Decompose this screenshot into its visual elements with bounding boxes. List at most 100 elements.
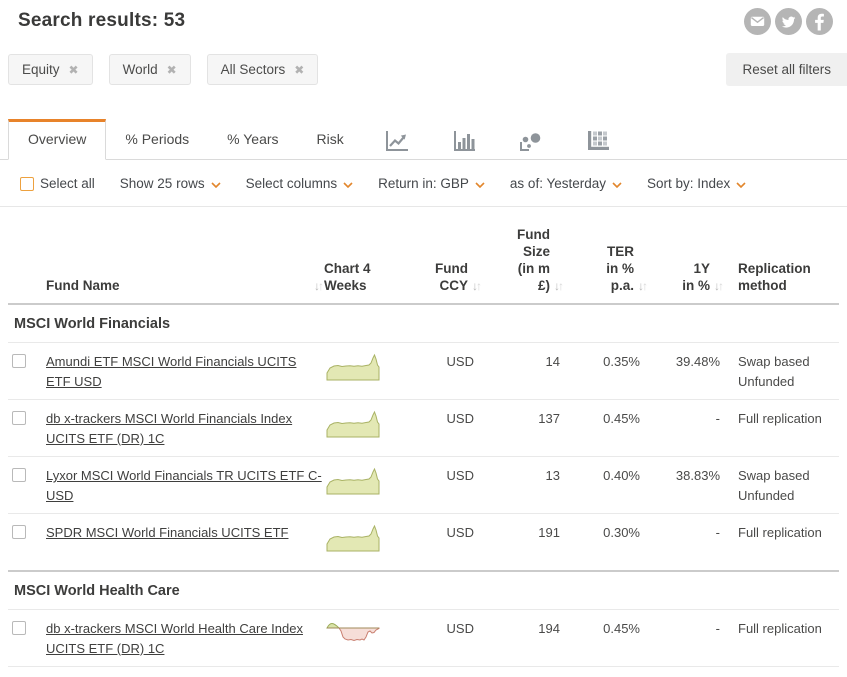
column-header-1y: 1Y in % ↓↑: [650, 260, 726, 294]
bar-chart-icon: [450, 129, 477, 153]
fund-ccy-value: USD: [446, 354, 474, 369]
column-header-replication: Replication method: [738, 261, 811, 293]
as-of-dropdown[interactable]: as of: Yesterday: [510, 176, 622, 191]
sparkline-chart: [326, 410, 382, 442]
remove-filter-icon[interactable]: ✖: [294, 62, 305, 77]
as-of-label: as of: Yesterday: [509, 176, 606, 191]
filter-chip-world[interactable]: World ✖: [108, 54, 191, 85]
tab-risk[interactable]: Risk: [316, 131, 344, 147]
one-year-return-value: -: [715, 525, 720, 540]
heatmap-grid-icon: [584, 129, 611, 153]
sort-icon[interactable]: ↓↑: [554, 279, 564, 293]
sort-icon[interactable]: ↓↑: [638, 279, 648, 293]
ter-value: 0.35%: [603, 354, 640, 369]
sort-icon[interactable]: ↓↑: [714, 279, 724, 293]
index-group-name: MSCI World Health Care: [14, 583, 180, 599]
column-header-ter: TER in % p.a. ↓↑: [566, 243, 650, 294]
chevron-down-icon: [475, 176, 485, 191]
show-rows-label: Show 25 rows: [119, 176, 205, 191]
twitter-icon[interactable]: [775, 8, 802, 35]
filter-chip-label: Equity: [22, 62, 60, 77]
return-in-dropdown[interactable]: Return in: GBP: [378, 176, 485, 191]
sparkline-chart: [326, 622, 382, 652]
row-checkbox[interactable]: [12, 354, 26, 368]
social-share-bar: [744, 8, 833, 35]
tab-overview[interactable]: Overview: [8, 119, 107, 160]
sort-icon[interactable]: ↓↑: [472, 279, 482, 293]
fund-name-link[interactable]: db x-trackers MSCI World Financials Inde…: [46, 411, 293, 446]
facebook-icon[interactable]: [806, 8, 833, 35]
sort-by-dropdown[interactable]: Sort by: Index: [647, 176, 746, 191]
table-header-row: Fund Name ↓↑ Chart 4 Weeks Fund CCY ↓↑ F…: [8, 207, 839, 303]
filter-chip-label: All Sectors: [220, 62, 286, 77]
reset-all-filters-button[interactable]: Reset all filters: [726, 53, 847, 86]
tab-heatmap-view[interactable]: [564, 121, 631, 159]
fund-ccy-value: USD: [446, 621, 474, 636]
column-header-fund-size: Fund Size (in m £) ↓↑: [484, 226, 566, 294]
fund-name-header-label: Fund Name: [46, 278, 120, 293]
filter-chip-all-sectors[interactable]: All Sectors ✖: [206, 54, 319, 85]
show-rows-dropdown[interactable]: Show 25 rows: [120, 176, 221, 191]
filter-chips: Equity ✖ World ✖ All Sectors ✖: [8, 54, 319, 85]
column-header-fund-name: Fund Name ↓↑: [34, 277, 324, 294]
row-checkbox[interactable]: [12, 621, 26, 635]
bubble-chart-icon: [517, 129, 544, 153]
results-table: Fund Name ↓↑ Chart 4 Weeks Fund CCY ↓↑ F…: [8, 207, 839, 667]
fund-row: db x-trackers MSCI World Financials Inde…: [8, 399, 839, 456]
row-checkbox[interactable]: [12, 525, 26, 539]
one-year-return-value: -: [715, 621, 720, 636]
fund-size-header-label: Fund Size (in m £): [517, 227, 550, 293]
sort-icon[interactable]: ↓↑: [314, 279, 324, 293]
email-icon[interactable]: [744, 8, 771, 35]
chevron-down-icon: [612, 176, 622, 191]
page-header: Search results: 53: [0, 8, 847, 35]
fund-row: db x-trackers MSCI World Health Care Ind…: [8, 609, 839, 666]
fund-size-value: 13: [545, 468, 560, 483]
column-header-fund-ccy: Fund CCY ↓↑: [400, 260, 484, 294]
tab-percent-years[interactable]: % Years: [227, 131, 279, 147]
row-checkbox[interactable]: [12, 468, 26, 482]
ter-value: 0.45%: [603, 411, 640, 426]
select-all-control[interactable]: Select all: [20, 176, 95, 191]
select-columns-dropdown[interactable]: Select columns: [246, 176, 354, 191]
fund-ccy-value: USD: [446, 525, 474, 540]
sparkline-chart: [326, 524, 382, 556]
tab-line-chart-view[interactable]: [363, 121, 430, 159]
fund-name-link[interactable]: Lyxor MSCI World Financials TR UCITS ETF…: [46, 468, 322, 503]
one-year-header-label: 1Y in %: [682, 261, 710, 293]
tab-percent-periods[interactable]: % Periods: [125, 131, 190, 147]
table-toolbar: Select all Show 25 rows Select columns R…: [0, 160, 847, 207]
index-group-name: MSCI World Financials: [14, 316, 171, 332]
replication-method-value: Full replication: [738, 621, 822, 636]
filter-chip-label: World: [122, 62, 158, 77]
fund-ccy-value: USD: [446, 411, 474, 426]
fund-size-value: 14: [545, 354, 560, 369]
group-header-row: MSCI World Health Care: [8, 570, 839, 609]
fund-name-link[interactable]: db x-trackers MSCI World Health Care Ind…: [46, 621, 303, 656]
row-checkbox[interactable]: [12, 411, 26, 425]
sort-by-label: Sort by: Index: [647, 176, 731, 191]
replication-method-value: Swap based Unfunded: [738, 354, 810, 389]
one-year-return-value: 38.83%: [675, 468, 720, 483]
sparkline-chart: [326, 467, 382, 499]
fund-size-value: 191: [538, 525, 560, 540]
active-filters-row: Equity ✖ World ✖ All Sectors ✖ Reset all…: [0, 53, 847, 86]
tab-bar-chart-view[interactable]: [430, 121, 497, 159]
remove-filter-icon[interactable]: ✖: [68, 62, 79, 77]
ter-value: 0.30%: [603, 525, 640, 540]
tab-bubble-chart-view[interactable]: [497, 121, 564, 159]
fund-name-link[interactable]: Amundi ETF MSCI World Financials UCITS E…: [46, 354, 297, 389]
replication-method-value: Swap based Unfunded: [738, 468, 810, 503]
fund-name-link[interactable]: SPDR MSCI World Financials UCITS ETF: [46, 525, 289, 540]
remove-filter-icon[interactable]: ✖: [166, 62, 177, 77]
replication-method-value: Full replication: [738, 411, 822, 426]
one-year-return-value: 39.48%: [675, 354, 720, 369]
filter-chip-equity[interactable]: Equity ✖: [8, 54, 93, 85]
fund-size-value: 137: [538, 411, 560, 426]
chevron-down-icon: [211, 176, 221, 191]
fund-row: SPDR MSCI World Financials UCITS ETF USD…: [8, 513, 839, 570]
fund-ccy-header-label: Fund CCY: [435, 261, 468, 293]
select-all-checkbox[interactable]: [20, 176, 34, 191]
sparkline-chart: [326, 353, 382, 385]
